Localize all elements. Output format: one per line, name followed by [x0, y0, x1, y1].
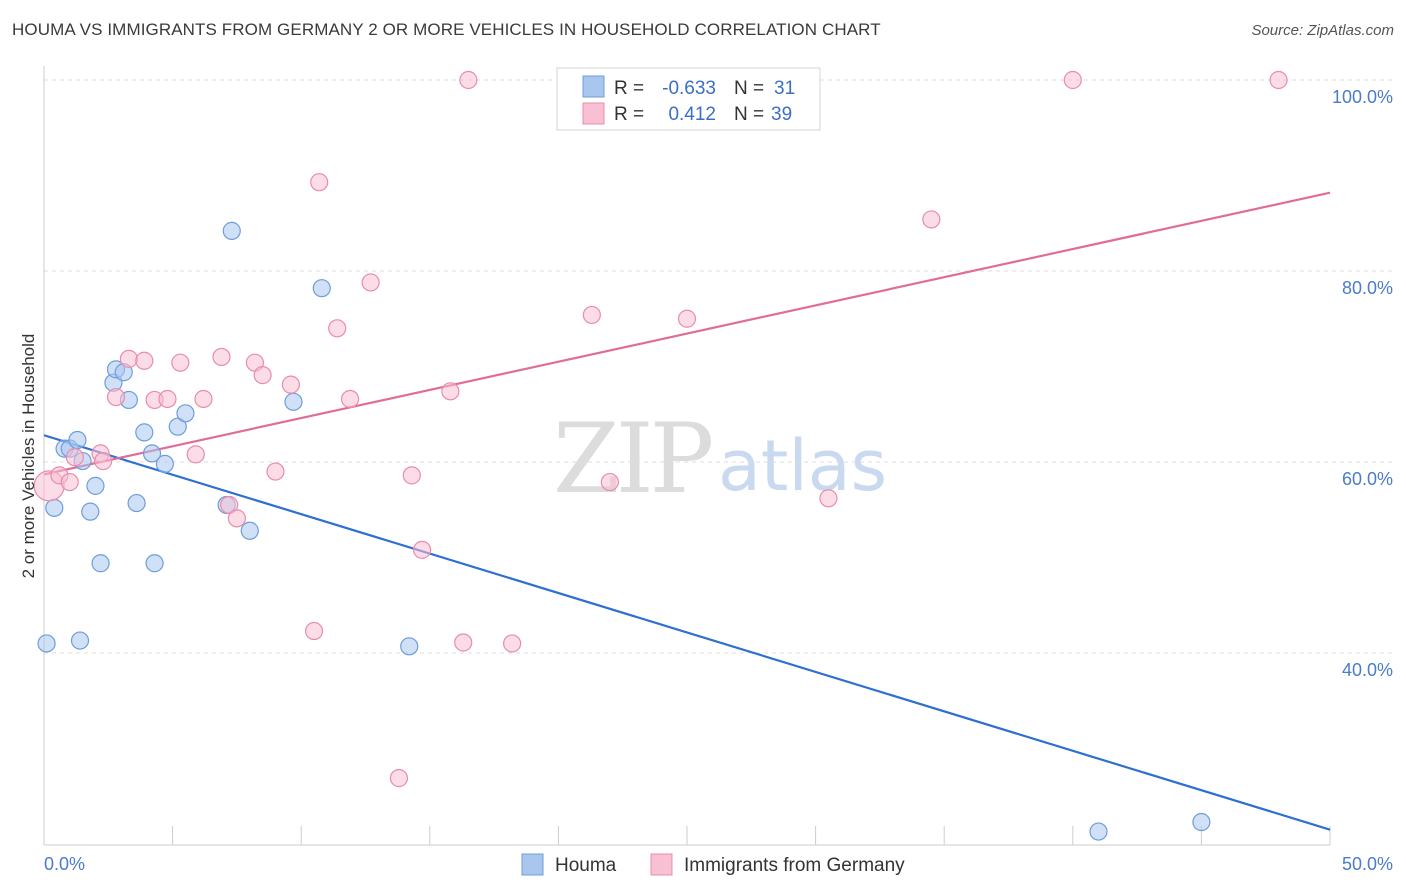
- data-point-germany: [361, 273, 380, 292]
- data-point-houma: [168, 417, 187, 436]
- chart-source: Source: ZipAtlas.com: [1251, 22, 1394, 39]
- data-point-germany: [220, 495, 239, 515]
- data-point-germany: [194, 389, 213, 409]
- legend-swatch-houma: [582, 75, 605, 98]
- data-point-germany: [186, 445, 205, 464]
- data-point-germany: [441, 382, 460, 401]
- data-point-germany: [310, 173, 329, 192]
- data-point-houma: [145, 554, 164, 573]
- data-point-houma: [176, 404, 195, 423]
- gridlines: [44, 79, 1393, 654]
- data-point-houma: [284, 392, 303, 411]
- data-point-houma: [1089, 822, 1108, 841]
- x-tick-label-min: 0.0%: [44, 854, 85, 874]
- y-tick-label: 60.0%: [1342, 469, 1393, 489]
- data-point-houma: [240, 521, 259, 540]
- data-point-germany: [60, 472, 79, 492]
- trend-line-germany: [43, 191, 1331, 476]
- data-point-germany: [459, 70, 478, 90]
- data-point-germany: [819, 489, 838, 508]
- legend-n-value-houma: 31: [774, 78, 795, 99]
- data-point-houma: [1192, 812, 1211, 832]
- y-tick-label: 40.0%: [1342, 660, 1393, 680]
- data-point-germany: [253, 365, 272, 385]
- data-points: [33, 70, 1288, 841]
- data-point-germany: [304, 621, 324, 641]
- data-point-germany: [1269, 70, 1288, 90]
- legend-r-label-houma: R =: [614, 78, 644, 99]
- data-point-germany: [106, 387, 126, 407]
- data-point-houma: [81, 502, 100, 521]
- legend-r-label-germany: R =: [614, 104, 644, 125]
- data-point-houma: [91, 554, 110, 573]
- data-point-germany: [503, 634, 522, 653]
- data-point-germany: [677, 309, 697, 328]
- data-point-houma: [45, 498, 64, 517]
- data-point-houma: [86, 476, 105, 495]
- y-tick-label: 100.0%: [1332, 87, 1393, 107]
- legend-r-value-houma: -0.633: [662, 78, 716, 99]
- data-point-germany: [340, 389, 360, 409]
- y-tick-label: 80.0%: [1342, 278, 1393, 298]
- data-point-germany: [212, 347, 231, 367]
- data-point-germany: [582, 305, 601, 325]
- data-point-houma: [37, 634, 56, 653]
- watermark-zip: ZIP: [553, 403, 712, 515]
- data-point-germany: [135, 351, 154, 370]
- trend-lines: [43, 191, 1331, 831]
- bottom-legend-label-houma: Houma: [555, 855, 617, 876]
- legend-n-label-houma: N =: [734, 78, 764, 99]
- data-point-germany: [266, 462, 285, 481]
- data-point-germany: [1063, 70, 1082, 90]
- data-point-germany: [402, 466, 421, 485]
- data-point-germany: [412, 540, 432, 559]
- bottom-legend-label-germany: Immigrants from Germany: [684, 855, 905, 876]
- data-point-germany: [454, 633, 473, 652]
- data-point-houma: [155, 454, 174, 474]
- axes: [43, 66, 1331, 846]
- data-point-germany: [389, 769, 409, 788]
- data-point-houma: [400, 637, 419, 656]
- trend-line-houma: [43, 434, 1331, 831]
- data-point-houma: [135, 423, 154, 442]
- data-point-germany: [65, 448, 84, 467]
- bottom-legend-swatch-germany: [650, 853, 673, 876]
- legend-swatch-germany: [582, 102, 605, 125]
- data-point-houma: [312, 279, 331, 298]
- data-point-germany: [922, 210, 941, 229]
- bottom-legend-swatch-houma: [521, 853, 544, 876]
- data-point-germany: [600, 472, 619, 492]
- x-tick-label-max: 50.0%: [1342, 854, 1393, 874]
- legend-r-value-germany: 0.412: [668, 104, 716, 125]
- y-tick-labels: 100.0% 80.0% 60.0% 40.0%: [1332, 87, 1393, 680]
- correlation-legend: R = -0.633 N = 31 R = 0.412 N = 39: [556, 67, 821, 131]
- data-point-germany: [94, 451, 113, 471]
- series-legend: Houma Immigrants from Germany: [521, 853, 905, 876]
- data-point-germany: [158, 389, 177, 409]
- data-point-germany: [281, 375, 301, 394]
- data-point-germany: [328, 319, 347, 338]
- legend-n-value-germany: 39: [771, 104, 792, 125]
- data-point-houma: [222, 221, 241, 240]
- chart-title: HOUMA VS IMMIGRANTS FROM GERMANY 2 OR MO…: [12, 20, 881, 39]
- watermark-atlas: atlas: [718, 425, 887, 507]
- data-point-houma: [68, 430, 87, 450]
- data-point-houma: [70, 631, 90, 650]
- data-point-houma: [142, 444, 162, 463]
- y-axis-label: 2 or more Vehicles in Household: [19, 334, 38, 579]
- data-point-germany: [171, 353, 190, 372]
- data-point-houma: [127, 493, 146, 513]
- legend-n-label-germany: N =: [734, 104, 764, 125]
- data-point-germany: [227, 509, 246, 528]
- data-point-germany: [119, 349, 138, 368]
